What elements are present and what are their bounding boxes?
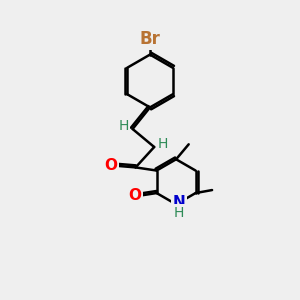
Text: H: H <box>118 119 129 133</box>
Text: O: O <box>104 158 118 173</box>
Text: O: O <box>128 188 141 203</box>
Text: H: H <box>174 206 184 220</box>
Text: N: N <box>173 195 185 210</box>
Text: H: H <box>158 137 168 151</box>
Text: Br: Br <box>140 30 160 48</box>
